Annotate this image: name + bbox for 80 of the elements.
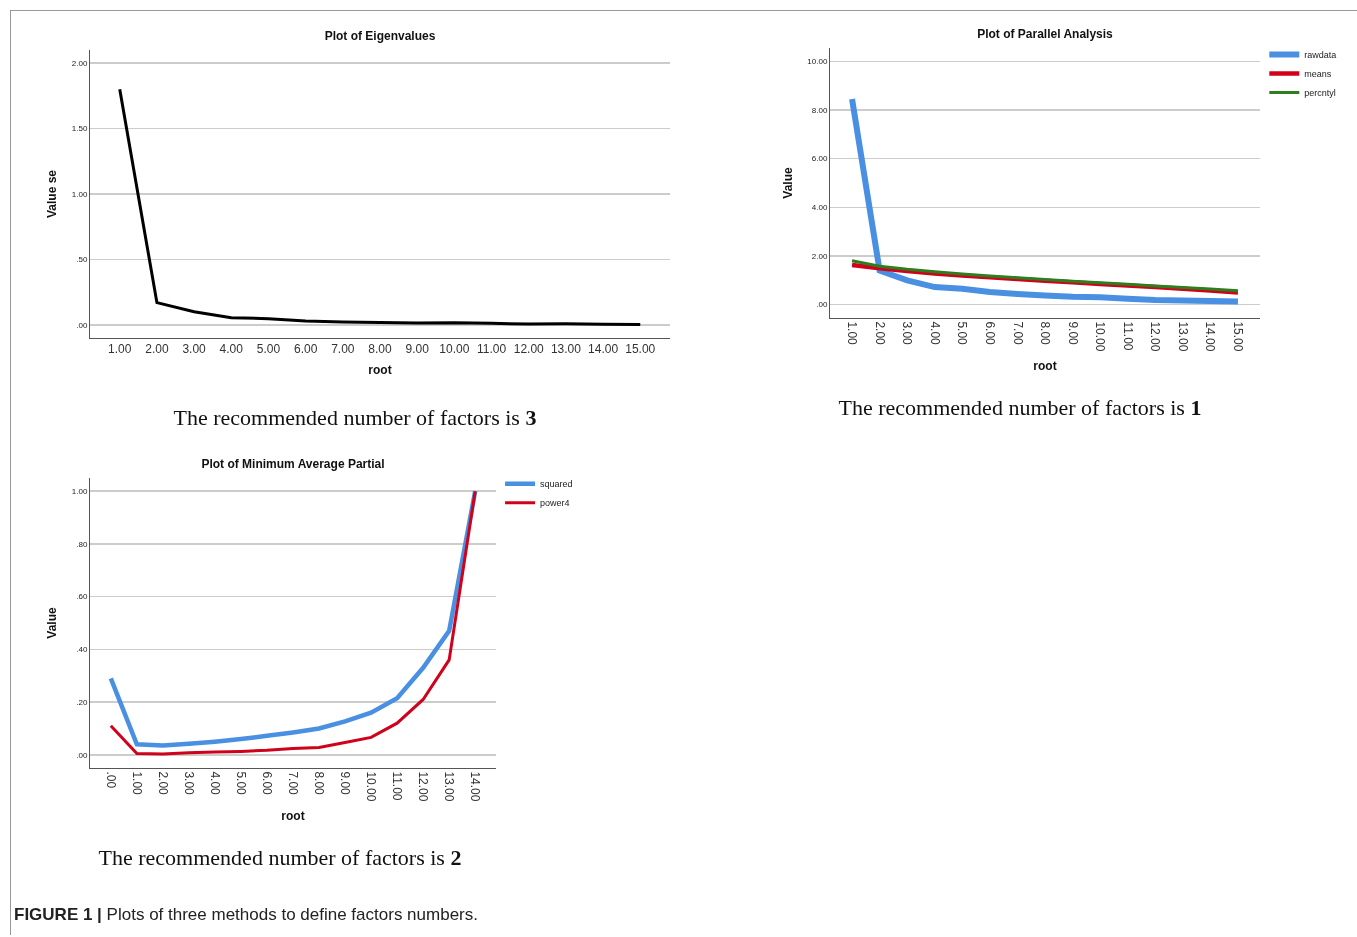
x-tick-label: 1.00 (129, 771, 144, 796)
x-tick-label: 6.00 (260, 771, 275, 796)
x-tick-label: 3.00 (182, 342, 207, 357)
x-tick-label: 9.00 (1065, 321, 1080, 346)
y-axis-title: Value (45, 607, 60, 639)
legend-label: means (1304, 68, 1332, 79)
y-tick-label: 10.00 (807, 57, 828, 67)
caption: FIGURE 1 | Plots of three methods to define factors numbers. (14, 905, 478, 925)
x-tick-label: 8.00 (312, 771, 327, 796)
legend-label: power4 (540, 498, 570, 509)
y-tick-label: .80 (76, 539, 88, 549)
x-tick-label: 13.00 (550, 342, 582, 357)
x-tick-label: 9.00 (405, 342, 430, 357)
legend-label: rawdata (1304, 49, 1337, 60)
x-tick-label: 6.00 (982, 321, 997, 346)
x-tick-label: 2.00 (155, 771, 170, 796)
x-tick-label: 14.00 (1203, 321, 1218, 352)
x-tick-label: 12.00 (513, 342, 545, 357)
x-tick-label: 15.00 (1231, 321, 1246, 352)
x-tick-label: 10.00 (439, 342, 470, 357)
x-tick-label: 12.00 (416, 771, 431, 802)
x-tick-label: 14.00 (468, 771, 483, 802)
y-tick-label: .00 (76, 750, 88, 760)
x-tick-label: 14.00 (588, 342, 619, 357)
x-tick-label: 7.00 (1010, 321, 1025, 346)
y-tick-label: .50 (76, 255, 88, 265)
y-tick-label: 8.00 (811, 105, 828, 115)
y-tick-label: .20 (76, 697, 88, 707)
x-tick-label: 4.00 (927, 321, 942, 346)
x-tick-label: 11.00 (476, 342, 507, 357)
x-tick-label: 15.00 (625, 342, 656, 357)
y-tick-label: 2.00 (811, 251, 828, 261)
line-series (118, 87, 642, 327)
x-tick-label: 2.00 (145, 342, 169, 357)
chart-title: Plot of Eigenvalues (324, 29, 436, 44)
x-tick-label: 6.00 (293, 342, 318, 357)
y-tick-label: .60 (76, 592, 88, 602)
x-tick-label: 8.00 (368, 342, 392, 357)
y-axis-title: Value (780, 167, 795, 199)
y-tick-label: .40 (76, 645, 88, 655)
chart-title: Plot of Minimum Average Partial (201, 457, 385, 472)
x-tick-label: 11.00 (390, 771, 405, 801)
x-tick-label: 5.00 (955, 321, 970, 346)
y-tick-label: .00 (816, 300, 828, 310)
x-tick-label: 3.00 (900, 321, 915, 346)
x-tick-label: 3.00 (182, 771, 196, 796)
x-tick-label: 10.00 (1093, 321, 1108, 352)
y-tick-label: 1.50 (71, 124, 88, 134)
y-tick-label: 4.00 (811, 203, 828, 213)
x-axis-title: root (368, 363, 392, 378)
x-axis-title: root (1033, 358, 1057, 373)
x-tick-label: 7.00 (331, 342, 355, 357)
x-tick-label: 12.00 (1148, 321, 1163, 352)
x-tick-label: 9.00 (338, 771, 353, 796)
y-tick-label: 2.00 (71, 58, 88, 68)
y-tick-label: 1.00 (71, 486, 88, 496)
x-tick-label: 2.00 (872, 321, 887, 346)
x-tick-label: 7.00 (286, 771, 301, 796)
x-tick-label: .00 (103, 771, 118, 789)
y-axis-title: Value se (45, 169, 60, 219)
x-tick-label: 11.00 (1120, 321, 1135, 351)
chart-title: Plot of Parallel Analysis (977, 27, 1114, 42)
x-tick-label: 10.00 (364, 771, 379, 802)
x-tick-label: 1.00 (108, 342, 132, 357)
x-tick-label: 13.00 (1175, 321, 1190, 352)
x-tick-label: 13.00 (442, 771, 457, 802)
x-tick-label: 8.00 (1038, 321, 1053, 346)
x-tick-label: 4.00 (208, 771, 223, 796)
y-tick-label: 1.00 (71, 189, 88, 199)
x-tick-label: 5.00 (256, 342, 281, 357)
x-tick-label: 1.00 (845, 321, 860, 346)
y-tick-label: 6.00 (811, 154, 828, 164)
x-axis-title: root (281, 808, 305, 823)
legend-label: percntyl (1304, 87, 1336, 98)
x-tick-label: 4.00 (219, 342, 244, 357)
text: The recommended number of factors is 1 (837, 395, 1203, 421)
text: The recommended number of factors is 3 (172, 405, 538, 431)
x-tick-label: 5.00 (234, 771, 249, 796)
legend-label: squared (540, 479, 573, 490)
text: The recommended number of factors is 2 (97, 845, 463, 871)
